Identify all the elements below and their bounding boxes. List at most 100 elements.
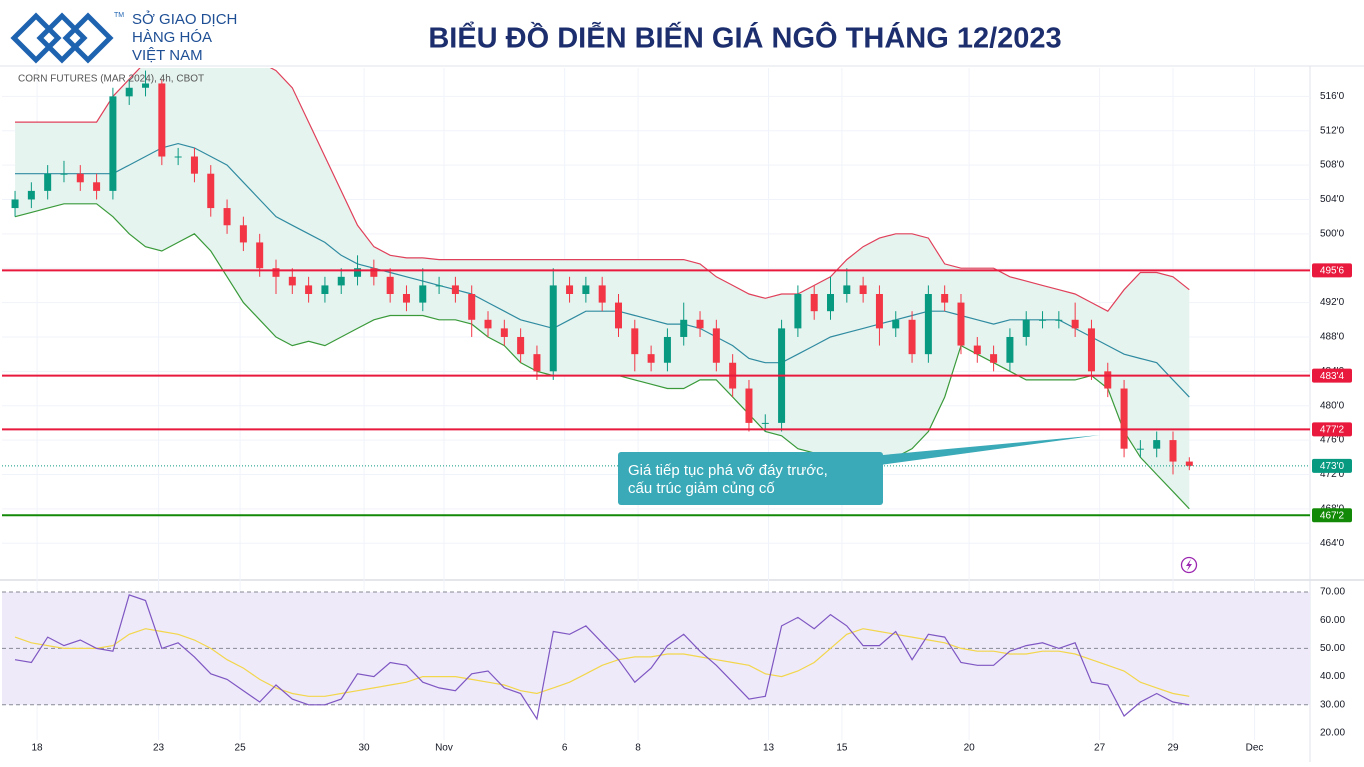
candle-body bbox=[402, 294, 410, 303]
y-tick-label: 30.00 bbox=[1320, 699, 1345, 710]
candle-body bbox=[827, 294, 835, 312]
y-tick-label: 70.00 bbox=[1320, 587, 1345, 598]
x-tick-label: 23 bbox=[153, 743, 165, 754]
candle-body bbox=[1169, 440, 1177, 462]
candle-body bbox=[142, 83, 150, 88]
candle-body bbox=[484, 319, 492, 329]
candle-body bbox=[354, 268, 362, 277]
y-tick-label: 492'0 bbox=[1320, 297, 1345, 308]
band-line bbox=[15, 68, 1190, 312]
level-tag bbox=[1312, 508, 1352, 523]
y-tick-label: 488'0 bbox=[1320, 332, 1345, 343]
y-tick-label: 476'0 bbox=[1320, 435, 1345, 446]
candle-body bbox=[647, 354, 655, 363]
candle-body bbox=[93, 182, 101, 191]
y-tick-label: 516'0 bbox=[1320, 91, 1345, 102]
candle-body bbox=[875, 294, 883, 329]
candle-body bbox=[533, 354, 541, 372]
y-tick-label: 480'0 bbox=[1320, 400, 1345, 411]
x-tick-label: 30 bbox=[359, 743, 371, 754]
candle-body bbox=[761, 422, 769, 424]
candle-body bbox=[712, 328, 720, 363]
candle-body bbox=[1136, 448, 1144, 450]
annotation-box bbox=[618, 452, 883, 505]
page-title: BIỂU ĐỒ DIỄN BIẾN GIÁ NGÔ THÁNG 12/2023 bbox=[428, 21, 1061, 55]
x-tick-label: 18 bbox=[32, 743, 44, 754]
candle-body bbox=[207, 173, 215, 209]
candle-body bbox=[468, 294, 476, 320]
candle-body bbox=[843, 285, 851, 295]
lightning-icon bbox=[1180, 556, 1198, 574]
candle-body bbox=[60, 173, 68, 175]
logo-icon bbox=[10, 12, 114, 64]
candle-body bbox=[810, 294, 818, 312]
candle-body bbox=[1120, 388, 1128, 449]
last-price-label: 473'0 bbox=[1320, 461, 1345, 472]
candle-body bbox=[386, 276, 394, 295]
candle-body bbox=[370, 268, 378, 277]
candle-body bbox=[44, 173, 52, 191]
candle-body bbox=[76, 173, 84, 183]
price-plot bbox=[2, 68, 1310, 544]
candle-body bbox=[272, 268, 280, 277]
candle-body bbox=[680, 319, 688, 337]
level-label: 477'2 bbox=[1320, 424, 1345, 435]
candle-body bbox=[957, 302, 965, 346]
candle-body bbox=[1087, 328, 1095, 372]
x-tick-label: 15 bbox=[836, 743, 848, 754]
logo: TM SỞ GIAO DỊCH HÀNG HÓA VIỆT NAM bbox=[10, 10, 237, 64]
rsi-line bbox=[14, 628, 1190, 697]
candle-body bbox=[663, 336, 671, 363]
x-tick-label: 8 bbox=[635, 743, 641, 754]
level-label: 467'2 bbox=[1320, 510, 1345, 521]
y-tick-label: 50.00 bbox=[1320, 643, 1345, 654]
candle-body bbox=[500, 328, 508, 337]
candle-body bbox=[256, 242, 264, 269]
candle-body bbox=[158, 83, 166, 157]
y-tick-label: 60.00 bbox=[1320, 615, 1345, 626]
y-tick-label: 472'0 bbox=[1320, 469, 1345, 480]
x-tick-label: 13 bbox=[763, 743, 775, 754]
y-tick-label: 504'0 bbox=[1320, 194, 1345, 205]
candle-body bbox=[582, 285, 590, 295]
rsi-plot bbox=[2, 591, 1310, 721]
candle-body bbox=[27, 190, 35, 200]
level-label: 495'6 bbox=[1320, 266, 1345, 277]
y-tick-label: 500'0 bbox=[1320, 228, 1345, 239]
candle-body bbox=[435, 285, 443, 287]
candle-body bbox=[1006, 336, 1014, 363]
y-tick-label: 464'0 bbox=[1320, 538, 1345, 549]
logo-text: HÀNG HÓA bbox=[132, 29, 212, 46]
candle-body bbox=[1022, 319, 1030, 337]
candle-body bbox=[614, 302, 622, 329]
level-label: 483'4 bbox=[1320, 371, 1345, 382]
candle-body bbox=[125, 87, 133, 97]
trademark: TM bbox=[114, 12, 124, 19]
x-tick-label: Dec bbox=[1246, 743, 1264, 754]
candle-body bbox=[288, 276, 296, 286]
candle-body bbox=[223, 208, 231, 226]
level-tag bbox=[1312, 422, 1352, 437]
candle-body bbox=[566, 285, 574, 295]
candle-body bbox=[908, 319, 916, 355]
candle-body bbox=[1185, 461, 1193, 466]
candle-body bbox=[631, 328, 639, 355]
overlays: 516'0512'0508'0504'0500'0496'0492'0488'0… bbox=[32, 91, 1352, 754]
x-tick-label: 6 bbox=[562, 743, 568, 754]
y-tick-label: 20.00 bbox=[1320, 728, 1345, 739]
candle-body bbox=[892, 319, 900, 329]
candle-body bbox=[549, 285, 557, 372]
x-tick-label: 25 bbox=[235, 743, 247, 754]
candle-body bbox=[451, 285, 459, 295]
logo-text: VIỆT NAM bbox=[132, 47, 203, 64]
candle-body bbox=[598, 285, 606, 303]
candle-body bbox=[696, 319, 704, 329]
candle-body bbox=[924, 294, 932, 355]
level-tag bbox=[1312, 368, 1352, 383]
x-tick-label: 20 bbox=[964, 743, 976, 754]
candle-body bbox=[305, 285, 313, 295]
y-tick-label: 40.00 bbox=[1320, 671, 1345, 682]
candle-body bbox=[419, 285, 427, 303]
candle-body bbox=[239, 225, 247, 243]
